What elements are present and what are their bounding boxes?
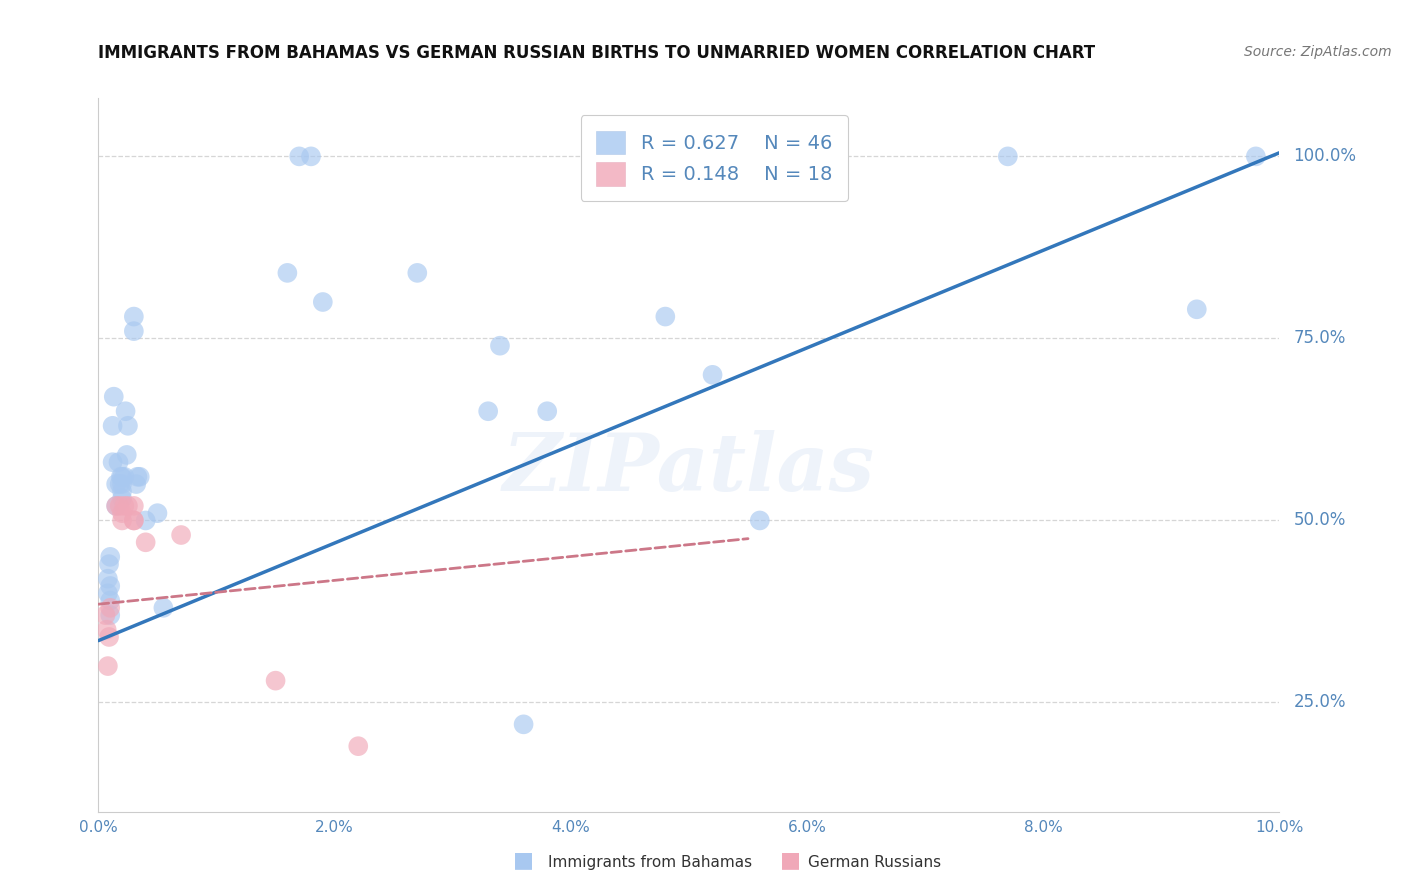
Point <box>489 339 512 353</box>
Point <box>288 149 311 163</box>
Point <box>98 593 121 607</box>
Text: German Russians: German Russians <box>808 855 942 870</box>
Point <box>127 469 149 483</box>
Point <box>1244 149 1267 163</box>
Point <box>101 455 124 469</box>
Point <box>96 623 118 637</box>
Point <box>122 513 145 527</box>
Point <box>98 579 121 593</box>
Text: ■: ■ <box>780 850 801 870</box>
Point <box>536 404 558 418</box>
Point <box>264 673 287 688</box>
Point <box>105 477 128 491</box>
Point <box>135 513 157 527</box>
Point <box>98 608 121 623</box>
Point <box>748 513 770 527</box>
Point <box>477 404 499 418</box>
Point <box>112 469 135 483</box>
Point <box>110 469 132 483</box>
Point <box>105 499 128 513</box>
Point <box>122 513 145 527</box>
Point <box>276 266 298 280</box>
Text: Source: ZipAtlas.com: Source: ZipAtlas.com <box>1244 45 1392 59</box>
Point <box>146 506 169 520</box>
Point <box>98 630 121 644</box>
Text: IMMIGRANTS FROM BAHAMAS VS GERMAN RUSSIAN BIRTHS TO UNMARRIED WOMEN CORRELATION : IMMIGRANTS FROM BAHAMAS VS GERMAN RUSSIA… <box>98 45 1095 62</box>
Point <box>101 418 124 433</box>
Text: ■: ■ <box>513 850 534 870</box>
Point <box>347 739 370 754</box>
Point <box>117 499 139 513</box>
Point <box>111 491 134 506</box>
Point <box>512 717 534 731</box>
Point <box>117 418 139 433</box>
Text: ZIPatlas: ZIPatlas <box>503 431 875 508</box>
Point <box>115 448 138 462</box>
Point <box>111 506 134 520</box>
Text: 100.0%: 100.0% <box>1294 147 1357 165</box>
Legend: R = 0.627    N = 46, R = 0.148    N = 18: R = 0.627 N = 46, R = 0.148 N = 18 <box>581 115 848 202</box>
Point <box>654 310 676 324</box>
Point <box>112 499 135 513</box>
Point <box>122 324 145 338</box>
Point <box>111 477 134 491</box>
Point <box>105 499 128 513</box>
Point <box>135 535 157 549</box>
Point <box>1185 302 1208 317</box>
Point <box>997 149 1019 163</box>
Point <box>94 608 117 623</box>
Text: 75.0%: 75.0% <box>1294 329 1346 347</box>
Point <box>98 549 121 564</box>
Point <box>97 659 120 673</box>
Point <box>122 310 145 324</box>
Point <box>170 528 193 542</box>
Point <box>128 469 150 483</box>
Point <box>125 477 148 491</box>
Point <box>114 404 136 418</box>
Point <box>702 368 724 382</box>
Point <box>98 600 121 615</box>
Point <box>108 477 131 491</box>
Point <box>312 295 335 310</box>
Point <box>111 484 134 499</box>
Point <box>97 572 120 586</box>
Text: Immigrants from Bahamas: Immigrants from Bahamas <box>548 855 752 870</box>
Point <box>108 499 131 513</box>
Point <box>111 469 134 483</box>
Text: 25.0%: 25.0% <box>1294 693 1346 712</box>
Point <box>406 266 429 280</box>
Point <box>98 557 121 571</box>
Text: 50.0%: 50.0% <box>1294 511 1346 530</box>
Point <box>103 390 125 404</box>
Point <box>111 513 134 527</box>
Point <box>122 499 145 513</box>
Point <box>97 586 120 600</box>
Point <box>152 600 174 615</box>
Point <box>107 455 129 469</box>
Point <box>299 149 322 163</box>
